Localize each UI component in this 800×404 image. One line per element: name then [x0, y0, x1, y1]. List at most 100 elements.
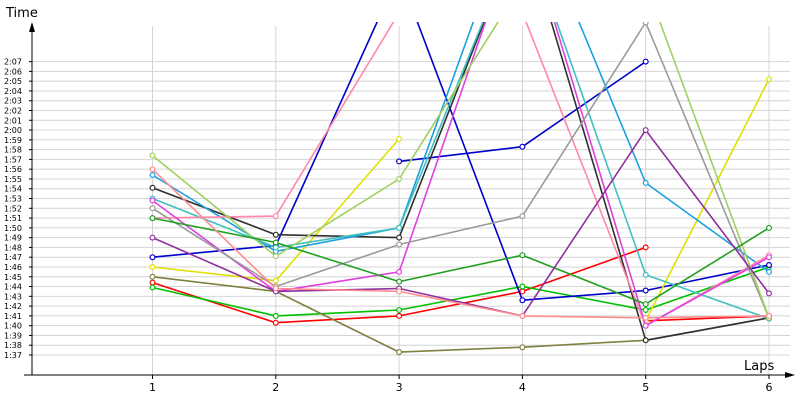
y-tick-label: 1:51 — [4, 214, 22, 223]
y-tick-label: 1:39 — [4, 331, 22, 340]
data-point — [642, 271, 649, 278]
data-point — [519, 344, 526, 351]
x-tick-label: 6 — [766, 381, 773, 394]
data-point — [272, 312, 279, 319]
y-tick-label: 1:48 — [4, 243, 22, 252]
data-point — [519, 312, 526, 319]
data-point — [642, 337, 649, 344]
data-point — [765, 76, 772, 83]
data-point — [272, 231, 279, 238]
y-tick-label: 2:00 — [4, 126, 22, 135]
y-tick-label: 1:38 — [4, 341, 22, 350]
data-point — [519, 283, 526, 290]
y-tick-label: 1:44 — [4, 283, 22, 292]
axes-layer: Time Laps — [5, 6, 795, 378]
y-tick-label: 1:53 — [4, 195, 22, 204]
data-point — [765, 262, 772, 269]
y-tick-label: 2:06 — [4, 67, 22, 76]
data-point — [396, 176, 403, 183]
x-axis-label: Laps — [744, 359, 774, 374]
y-tick-label: 1:45 — [4, 273, 22, 282]
y-tick-label: 1:54 — [4, 185, 22, 194]
y-tick-label: 2:05 — [4, 77, 22, 86]
data-point — [149, 284, 156, 291]
series-12 — [149, 22, 772, 329]
y-tick-label: 2:04 — [4, 87, 22, 96]
data-point — [519, 297, 526, 304]
data-point — [149, 273, 156, 280]
y-tick-label: 2:07 — [4, 58, 22, 67]
series-13 — [149, 22, 772, 329]
series-line — [151, 22, 770, 319]
y-tick-label: 1:52 — [4, 204, 22, 213]
x-tick-label: 3 — [396, 381, 403, 394]
x-axis-arrow-icon — [785, 372, 795, 378]
series-line — [152, 22, 770, 302]
x-tick-label: 2 — [272, 381, 279, 394]
series-7 — [149, 135, 403, 284]
data-point — [642, 58, 649, 65]
data-point — [642, 22, 649, 26]
series-9 — [149, 22, 772, 344]
data-point — [765, 290, 772, 297]
series-line — [152, 22, 770, 319]
y-tick-label: 2:03 — [4, 97, 22, 106]
data-point — [149, 264, 156, 271]
data-point — [149, 152, 156, 159]
y-tick-label: 1:46 — [4, 263, 22, 272]
y-tick-label: 2:02 — [4, 107, 22, 116]
y-tick-label: 1:49 — [4, 234, 22, 243]
series-6 — [396, 58, 649, 165]
data-point — [765, 254, 772, 261]
data-point — [149, 197, 156, 204]
y-tick-label: 1:59 — [4, 136, 22, 145]
series-15 — [149, 22, 772, 321]
data-point — [642, 301, 649, 308]
data-point — [642, 287, 649, 294]
data-point — [642, 127, 649, 134]
data-point — [519, 288, 526, 295]
data-point — [642, 307, 649, 314]
series-line — [151, 168, 770, 319]
series-line — [644, 78, 770, 322]
data-point — [149, 254, 156, 261]
data-point — [272, 244, 279, 251]
data-point — [149, 166, 156, 173]
series-line — [152, 22, 770, 327]
data-point — [272, 253, 279, 260]
series-14 — [149, 22, 772, 321]
y-tick-label: 1:56 — [4, 165, 22, 174]
x-tick-label: 1 — [149, 381, 156, 394]
data-point — [149, 234, 156, 241]
series-line — [152, 217, 770, 305]
y-tick-label: 2:01 — [4, 116, 22, 125]
data-point — [396, 278, 403, 285]
data-point — [765, 268, 772, 275]
x-tick-label: 4 — [519, 381, 526, 394]
data-point — [396, 224, 403, 231]
series-16 — [149, 215, 772, 308]
series-2 — [642, 312, 772, 324]
data-point — [396, 312, 403, 319]
data-point — [642, 322, 649, 329]
y-axis-arrow-icon — [29, 22, 35, 32]
y-tick-labels: 1:371:381:391:401:411:421:431:441:451:46… — [4, 58, 22, 360]
data-point — [272, 239, 279, 246]
data-point — [396, 288, 403, 295]
series-line — [152, 276, 770, 353]
data-point — [396, 241, 403, 248]
data-point — [272, 285, 279, 292]
data-point — [396, 307, 403, 314]
y-tick-label: 1:43 — [4, 292, 22, 301]
data-point — [272, 277, 279, 284]
data-point — [519, 213, 526, 220]
y-tick-label: 1:42 — [4, 302, 22, 311]
y-tick-label: 1:47 — [4, 253, 22, 262]
data-point — [272, 319, 279, 326]
data-point — [396, 158, 403, 165]
data-point — [396, 234, 403, 241]
data-point — [149, 184, 156, 191]
y-tick-label: 1:55 — [4, 175, 22, 184]
x-tick-labels: 1 2 3 4 5 6 — [149, 381, 773, 394]
